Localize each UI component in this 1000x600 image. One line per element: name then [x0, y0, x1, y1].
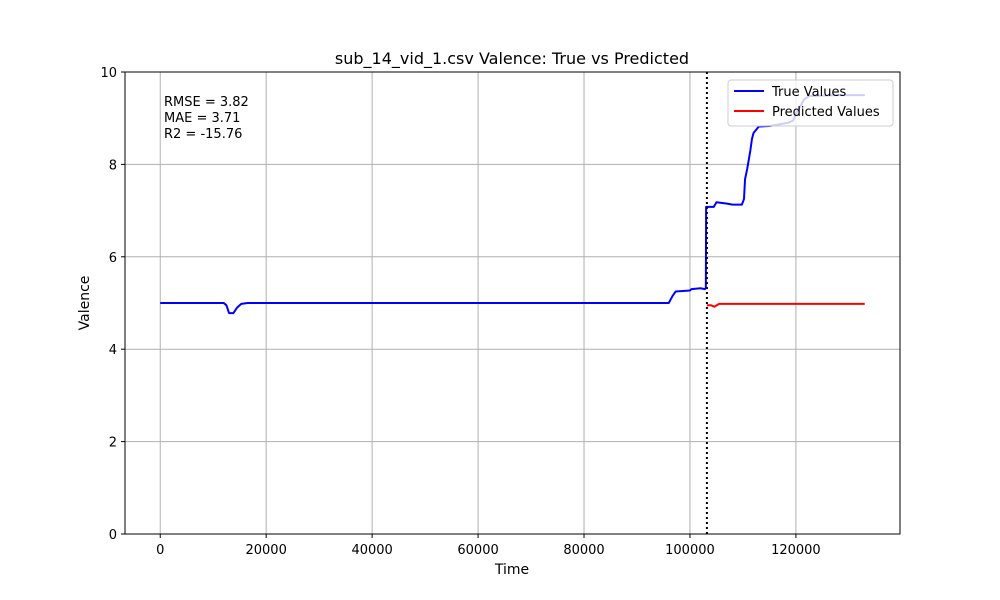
- legend-label-true-values: True Values: [771, 85, 846, 100]
- metric-rmse: RMSE = 3.82: [164, 95, 249, 110]
- x-tick-label: 100000: [665, 543, 715, 558]
- y-tick-label: 4: [109, 343, 117, 358]
- axis-ticks: 0 20000 40000 60000 80000 100000 120000 0 2 4 6 8 10: [100, 66, 820, 558]
- x-tick-label: 20000: [245, 543, 286, 558]
- x-tick-label: 120000: [771, 543, 821, 558]
- chart-title: sub_14_vid_1.csv Valence: True vs Predic…: [335, 49, 689, 69]
- x-tick-label: 60000: [457, 543, 498, 558]
- y-axis-label: Valence: [77, 276, 93, 331]
- x-tick-label: 80000: [563, 543, 604, 558]
- metric-mae: MAE = 3.71: [164, 111, 240, 126]
- x-tick-label: 0: [156, 543, 164, 558]
- y-tick-label: 0: [109, 528, 117, 543]
- y-tick-label: 2: [109, 436, 117, 451]
- y-tick-label: 10: [100, 66, 117, 81]
- x-tick-label: 40000: [351, 543, 392, 558]
- x-axis-label: Time: [494, 562, 529, 578]
- legend-box: [727, 79, 894, 127]
- y-tick-label: 6: [109, 251, 117, 266]
- y-tick-label: 8: [109, 158, 117, 173]
- legend: True Values Predicted Values: [727, 79, 894, 127]
- plot-area-frame: [124, 71, 901, 535]
- metric-r2: R2 = -15.76: [164, 127, 242, 142]
- metrics-annotation: RMSE = 3.82 MAE = 3.71 R2 = -15.76: [164, 95, 249, 142]
- legend-label-predicted-values: Predicted Values: [772, 105, 880, 120]
- series-line-predicted-values: [706, 302, 865, 308]
